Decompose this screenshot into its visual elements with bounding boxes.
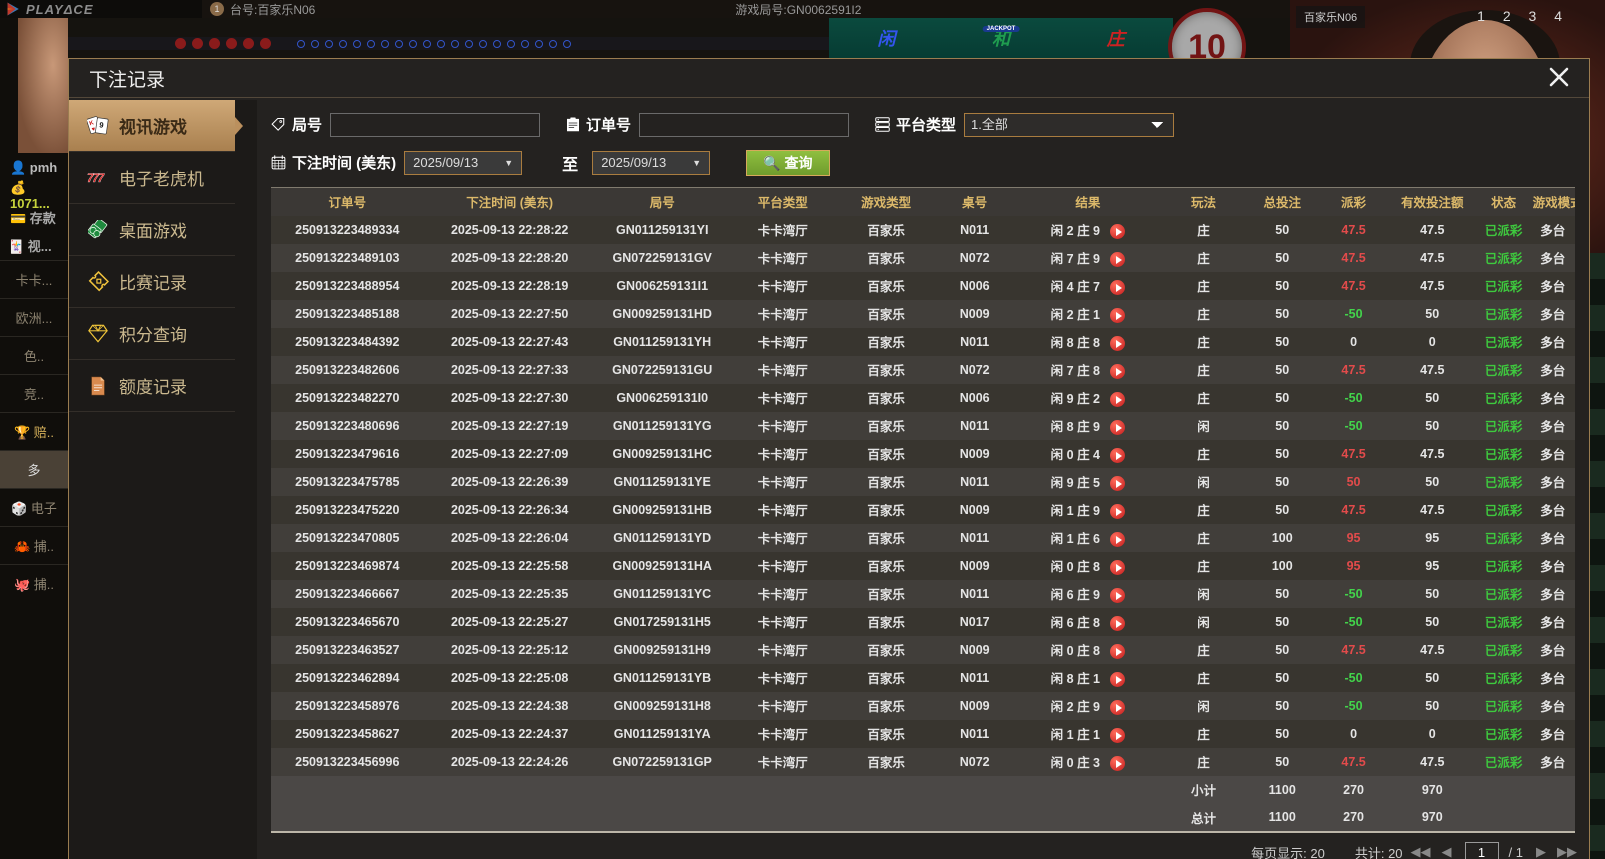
svg-text:777: 777 (87, 171, 105, 185)
